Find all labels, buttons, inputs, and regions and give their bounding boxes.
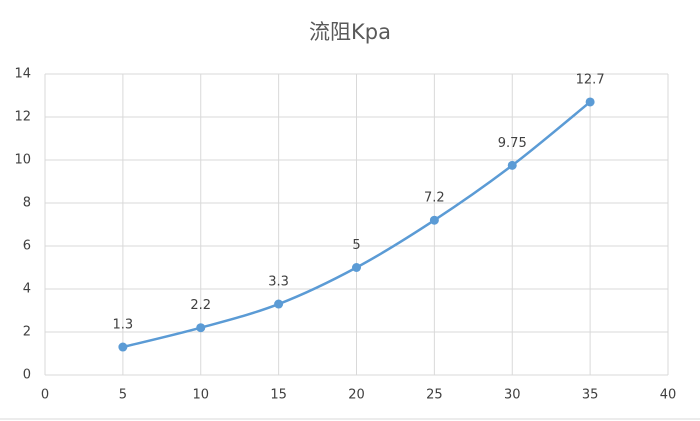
data-label: 1.3 <box>113 318 134 333</box>
data-label: 2.2 <box>190 298 211 313</box>
y-tick-label: 4 <box>23 282 31 297</box>
data-label: 7.2 <box>424 191 445 206</box>
x-tick-label: 40 <box>660 388 677 403</box>
y-tick-label: 8 <box>23 196 31 211</box>
x-tick-label: 30 <box>504 388 521 403</box>
data-label: 3.3 <box>268 275 289 290</box>
y-tick-label: 14 <box>14 67 31 82</box>
point <box>585 97 595 107</box>
y-tick-label: 10 <box>14 153 31 168</box>
chart-title: 流阻Kpa <box>309 20 391 44</box>
point <box>196 323 206 333</box>
y-tick-label: 12 <box>14 110 31 125</box>
y-tick-label: 0 <box>23 368 31 383</box>
point <box>507 160 517 170</box>
x-tick-label: 0 <box>41 388 49 403</box>
x-tick-label: 10 <box>192 388 209 403</box>
y-tick-label: 6 <box>23 239 31 254</box>
x-tick-label: 35 <box>582 388 599 403</box>
x-tick-label: 5 <box>119 388 127 403</box>
x-tick-label: 20 <box>348 388 365 403</box>
x-tick-label: 15 <box>270 388 287 403</box>
data-label: 9.75 <box>498 136 527 151</box>
data-label: 12.7 <box>576 72 605 87</box>
point <box>429 215 439 225</box>
point <box>352 263 361 272</box>
point <box>274 299 284 309</box>
data-label: 5 <box>352 238 360 253</box>
x-tick-label: 25 <box>426 388 443 403</box>
y-tick-label: 2 <box>23 325 31 340</box>
point <box>118 342 128 352</box>
